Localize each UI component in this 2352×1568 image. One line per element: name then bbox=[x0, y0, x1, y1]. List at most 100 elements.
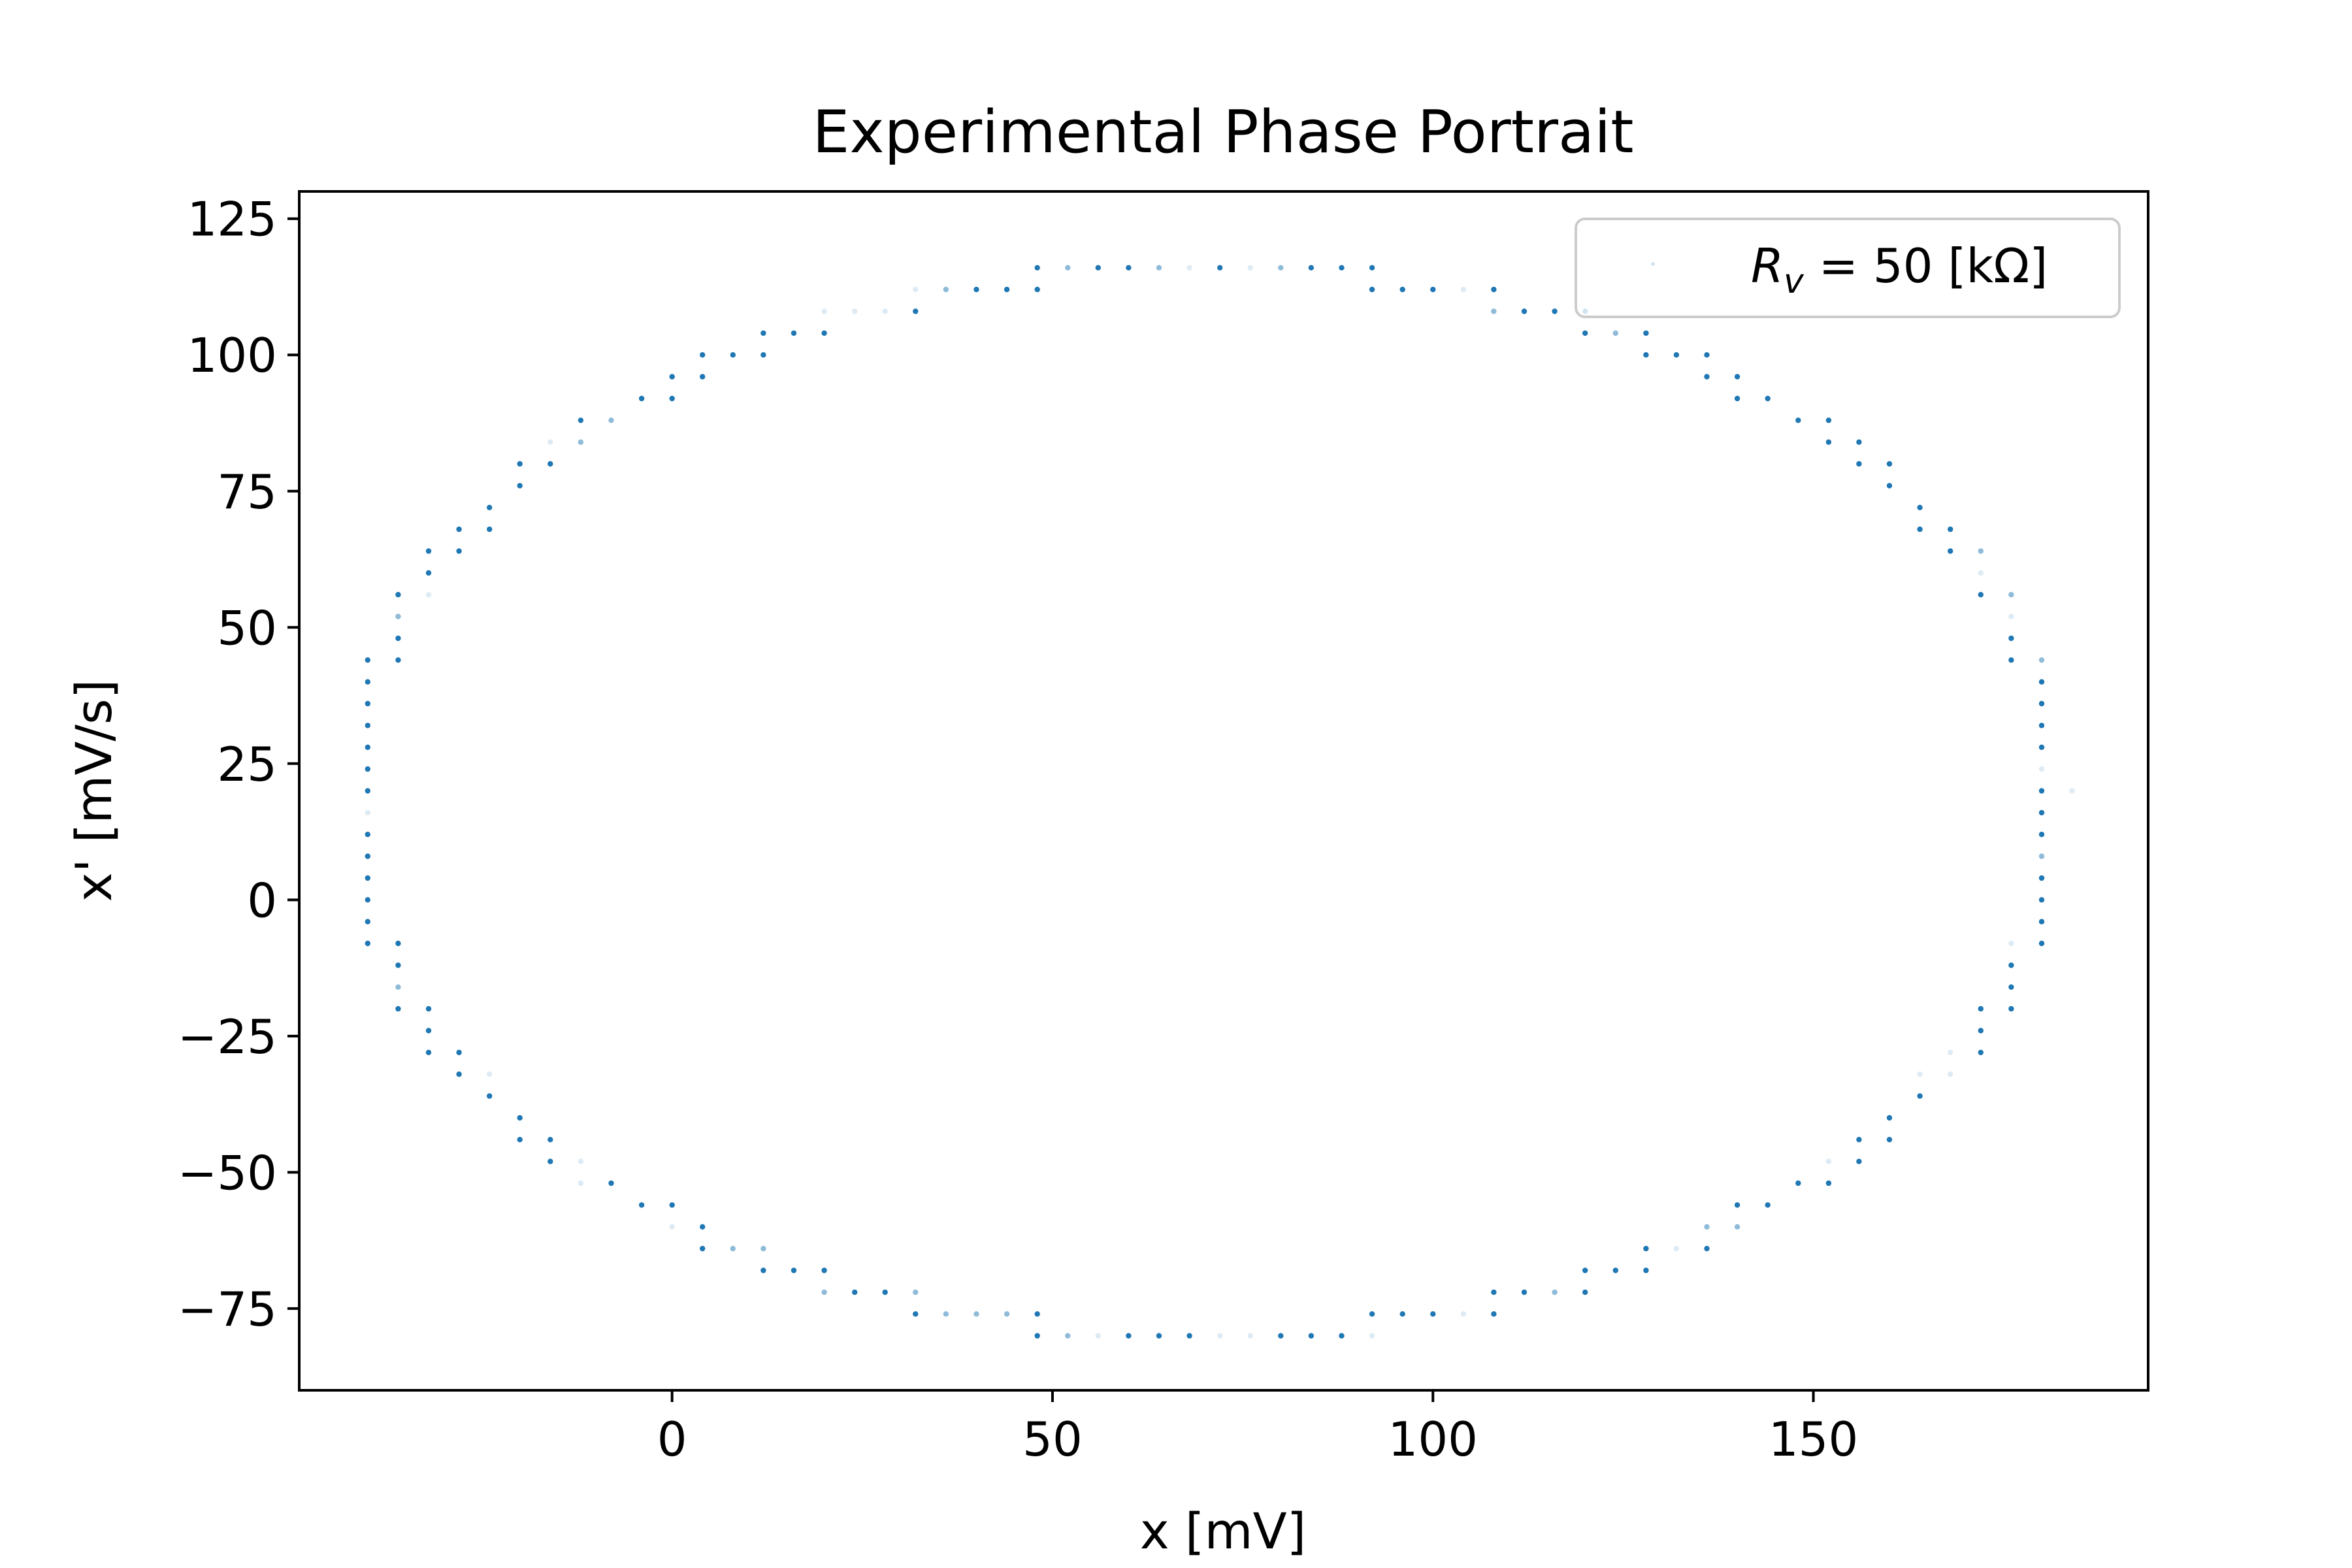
data-point bbox=[1399, 1311, 1405, 1317]
data-point bbox=[395, 1005, 401, 1012]
data-point bbox=[1948, 548, 1953, 554]
data-point bbox=[1034, 265, 1040, 270]
data-point bbox=[638, 395, 645, 402]
data-point bbox=[365, 700, 370, 707]
data-point bbox=[1004, 286, 1010, 293]
data-point bbox=[608, 1180, 614, 1186]
data-point bbox=[547, 1137, 553, 1143]
data-point bbox=[1247, 265, 1254, 270]
data-point bbox=[1186, 265, 1192, 270]
data-point bbox=[700, 352, 706, 358]
data-point bbox=[1704, 1245, 1710, 1252]
data-point bbox=[2008, 962, 2014, 968]
data-point bbox=[943, 1311, 949, 1317]
data-point bbox=[1704, 374, 1710, 380]
data-point bbox=[578, 1180, 584, 1186]
data-point bbox=[1917, 504, 1923, 510]
y-axis-label: x' [mV/s] bbox=[65, 679, 123, 902]
y-tick-label: 50 bbox=[217, 600, 277, 655]
data-point bbox=[821, 1289, 827, 1296]
data-point bbox=[2008, 657, 2014, 663]
data-point bbox=[669, 374, 675, 380]
data-point bbox=[395, 657, 401, 663]
data-point bbox=[1612, 1267, 1618, 1273]
data-point bbox=[365, 679, 370, 685]
data-point bbox=[2038, 809, 2045, 816]
data-point bbox=[578, 1158, 584, 1164]
data-point bbox=[1521, 308, 1527, 314]
data-point bbox=[852, 1289, 858, 1296]
data-point bbox=[2038, 766, 2045, 772]
data-point bbox=[2038, 788, 2045, 794]
data-point bbox=[821, 1267, 827, 1273]
data-point bbox=[365, 744, 370, 751]
data-point bbox=[547, 1158, 553, 1164]
data-point bbox=[1369, 1311, 1375, 1317]
data-point bbox=[1278, 1333, 1284, 1339]
data-point bbox=[1825, 1180, 1832, 1186]
data-point bbox=[1978, 1028, 1984, 1034]
data-point bbox=[1430, 1311, 1436, 1317]
data-point bbox=[1156, 265, 1162, 270]
data-point bbox=[2038, 657, 2045, 663]
data-point bbox=[456, 1049, 462, 1056]
data-point bbox=[365, 853, 370, 859]
data-point bbox=[2008, 984, 2014, 990]
data-point bbox=[1034, 1311, 1040, 1317]
data-point bbox=[1491, 308, 1497, 314]
data-point bbox=[1004, 1311, 1010, 1317]
data-point bbox=[1460, 1311, 1467, 1317]
data-point bbox=[1673, 1245, 1680, 1252]
data-point bbox=[365, 809, 370, 816]
data-point bbox=[365, 919, 370, 924]
data-point bbox=[973, 1311, 979, 1317]
data-point bbox=[1856, 1158, 1862, 1164]
data-point bbox=[547, 461, 553, 467]
data-point bbox=[882, 308, 888, 314]
data-point bbox=[395, 635, 401, 642]
data-point bbox=[1978, 1005, 1984, 1012]
data-point bbox=[1491, 1289, 1497, 1296]
data-point bbox=[1430, 286, 1436, 293]
data-point bbox=[1917, 526, 1923, 532]
data-point bbox=[1886, 461, 1893, 467]
data-point bbox=[395, 962, 401, 968]
data-point bbox=[1186, 1333, 1192, 1339]
data-point bbox=[2008, 613, 2014, 619]
data-point bbox=[700, 1245, 706, 1252]
data-point bbox=[1643, 330, 1649, 336]
data-point bbox=[1339, 265, 1345, 270]
data-point bbox=[669, 395, 675, 402]
data-point bbox=[425, 1049, 432, 1056]
data-point bbox=[1552, 1289, 1558, 1296]
data-point bbox=[2008, 592, 2014, 598]
data-point bbox=[2038, 853, 2045, 859]
data-point bbox=[1765, 1202, 1771, 1208]
x-tick-label: 100 bbox=[1388, 1412, 1478, 1467]
data-point bbox=[2008, 940, 2014, 947]
data-point bbox=[1673, 352, 1680, 358]
data-point bbox=[1795, 1180, 1801, 1186]
data-point bbox=[2038, 832, 2045, 838]
data-point bbox=[2038, 723, 2045, 728]
data-points bbox=[365, 265, 2075, 1339]
data-point bbox=[1734, 1224, 1740, 1230]
y-tick-label: 125 bbox=[188, 192, 277, 247]
data-point bbox=[1339, 1333, 1345, 1339]
data-point bbox=[1308, 1333, 1315, 1339]
data-point bbox=[1886, 1115, 1893, 1121]
data-point bbox=[456, 548, 462, 554]
legend-marker bbox=[1651, 262, 1655, 266]
data-point bbox=[1795, 417, 1801, 423]
data-point bbox=[1278, 265, 1284, 270]
data-point bbox=[943, 286, 949, 293]
data-point bbox=[365, 788, 370, 794]
data-point bbox=[791, 330, 797, 336]
data-point bbox=[1552, 308, 1558, 314]
data-point bbox=[1643, 1267, 1649, 1273]
data-point bbox=[425, 592, 432, 598]
data-point bbox=[1582, 330, 1588, 336]
data-point bbox=[913, 1289, 919, 1296]
y-tick-label: −75 bbox=[178, 1282, 277, 1337]
y-tick-label: −25 bbox=[178, 1009, 277, 1064]
